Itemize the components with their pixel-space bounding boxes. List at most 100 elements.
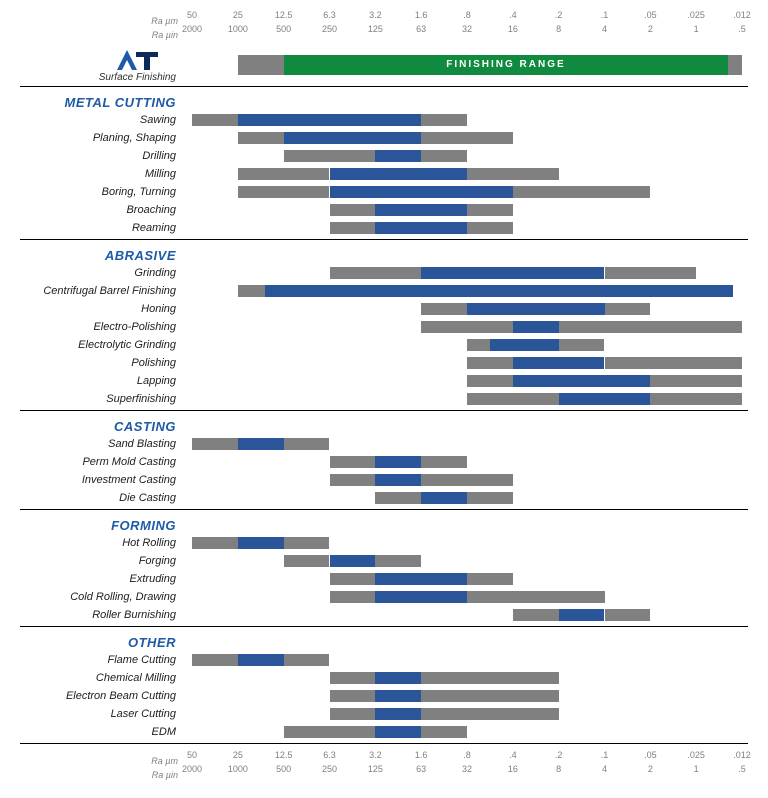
process-row: Drilling [20, 147, 748, 164]
process-bars [186, 453, 748, 470]
range-typical [375, 150, 421, 162]
process-label: Chemical Milling [20, 672, 186, 684]
axis-tick: 250 [322, 764, 337, 774]
range-typical [330, 555, 376, 567]
range-typical [330, 186, 513, 198]
range-extended [238, 285, 266, 297]
process-bars [186, 705, 748, 722]
process-bars [186, 435, 748, 452]
axis-label: Ra µm [20, 16, 186, 26]
range-extended [421, 303, 467, 315]
surface-roughness-chart: Ra µm502512.56.33.21.6.8.4.2.1.05.025.01… [20, 10, 748, 778]
section-header: OTHER [20, 635, 186, 650]
range-extended [650, 375, 742, 387]
range-typical [238, 654, 284, 666]
axis-tick: .2 [555, 750, 563, 760]
finishing-range-label: FINISHING RANGE [284, 55, 729, 75]
process-label: Perm Mold Casting [20, 456, 186, 468]
axis-ticks: 502512.56.33.21.6.8.4.2.1.05.025.012 [186, 10, 748, 24]
axis-tick: .1 [601, 10, 609, 20]
process-bars [186, 219, 748, 236]
axis-tick: 2 [648, 764, 653, 774]
axis-tick: 16 [508, 24, 518, 34]
process-bars [186, 183, 748, 200]
process-label: Polishing [20, 357, 186, 369]
range-extended [421, 321, 513, 333]
process-label: Planing, Shaping [20, 132, 186, 144]
process-bars [186, 723, 748, 740]
range-extended [238, 168, 330, 180]
range-extended [330, 267, 422, 279]
process-row: Perm Mold Casting [20, 453, 748, 470]
range-typical [375, 573, 467, 585]
process-bars [186, 390, 748, 407]
axis-label: Ra µin [20, 30, 186, 40]
process-bars [186, 606, 748, 623]
process-bars [186, 147, 748, 164]
axis-tick: .2 [555, 10, 563, 20]
range-extended [467, 132, 513, 144]
process-row: Planing, Shaping [20, 129, 748, 146]
range-extended [192, 438, 238, 450]
process-bars [186, 264, 748, 281]
axis-tick: 4 [602, 764, 607, 774]
process-bars [186, 669, 748, 686]
section-header: ABRASIVE [20, 248, 186, 263]
range-typical [375, 456, 421, 468]
range-typical [265, 285, 733, 297]
range-typical [284, 132, 422, 144]
process-bars [186, 165, 748, 182]
process-label: Sawing [20, 114, 186, 126]
process-row: Flame Cutting [20, 651, 748, 668]
axis-tick: 63 [416, 24, 426, 34]
process-label: Extruding [20, 573, 186, 585]
range-extended [421, 708, 559, 720]
process-row: Die Casting [20, 489, 748, 506]
range-extended [421, 456, 467, 468]
axis-tick: 1000 [228, 24, 248, 34]
axis-tick: .012 [733, 750, 751, 760]
process-label: Cold Rolling, Drawing [20, 591, 186, 603]
range-extended [605, 609, 651, 621]
range-extended [192, 114, 238, 126]
process-row: Chemical Milling [20, 669, 748, 686]
axis-tick: 8 [556, 24, 561, 34]
process-label: Superfinishing [20, 393, 186, 405]
process-label: Broaching [20, 204, 186, 216]
process-row: Grinding [20, 264, 748, 281]
process-row: Cold Rolling, Drawing [20, 588, 748, 605]
range-extended [559, 321, 742, 333]
process-bars [186, 300, 748, 317]
range-typical [375, 222, 467, 234]
range-extended [421, 672, 559, 684]
range-extended [192, 654, 238, 666]
range-typical [238, 537, 284, 549]
range-extended [330, 690, 376, 702]
process-row: Lapping [20, 372, 748, 389]
range-extended [284, 555, 330, 567]
process-label: Die Casting [20, 492, 186, 504]
range-typical [375, 474, 421, 486]
range-extended [421, 132, 467, 144]
range-extended [284, 438, 330, 450]
range-extended [467, 375, 513, 387]
process-label: EDM [20, 726, 186, 738]
axis-label: Ra µin [20, 770, 186, 780]
process-label: Grinding [20, 267, 186, 279]
process-bars [186, 471, 748, 488]
axis-tick: 1 [694, 24, 699, 34]
range-extended [330, 708, 376, 720]
process-row: Honing [20, 300, 748, 317]
range-extended [421, 150, 467, 162]
range-extended [467, 204, 513, 216]
range-typical [421, 492, 467, 504]
range-extended [330, 474, 376, 486]
range-extended [467, 222, 513, 234]
axis-tick: 25 [233, 10, 243, 20]
range-extended [284, 726, 376, 738]
range-extended [513, 609, 559, 621]
range-extended [467, 573, 513, 585]
process-row: Electron Beam Cutting [20, 687, 748, 704]
process-row: Investment Casting [20, 471, 748, 488]
axis-tick: 32 [462, 24, 472, 34]
